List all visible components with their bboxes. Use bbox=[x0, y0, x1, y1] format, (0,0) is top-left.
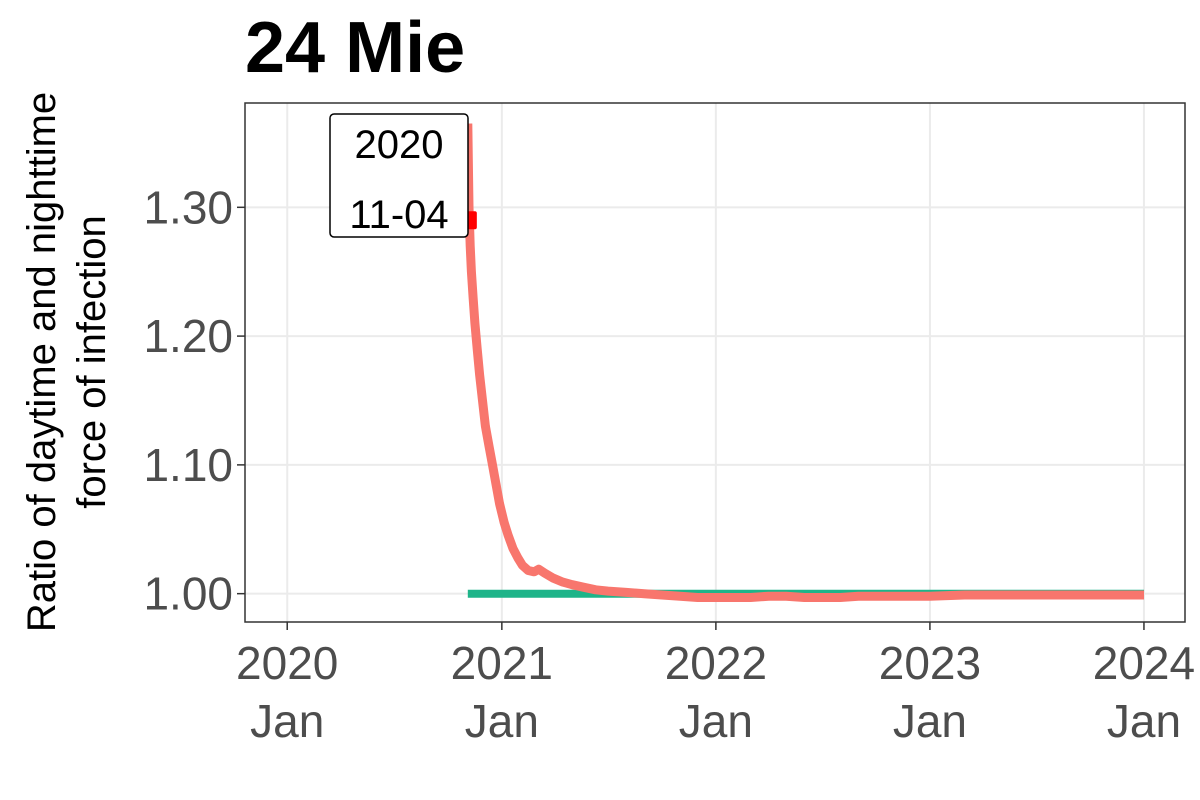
x-tick-label-month: Jan bbox=[1107, 695, 1181, 747]
y-axis: 1.00 1.10 1.20 1.30 bbox=[143, 181, 245, 620]
series-line-ratio bbox=[463, 123, 1144, 602]
plot-panel-border bbox=[244, 102, 1186, 623]
x-tick-label-year: 2022 bbox=[665, 637, 767, 689]
x-axis: 2020 Jan 2021 Jan 2022 Jan 2023 Jan 2024 Jan bbox=[236, 622, 1195, 747]
date-annotation: 2020 11-04 bbox=[329, 113, 469, 238]
x-tick-label-year: 2021 bbox=[451, 637, 553, 689]
y-axis-title-line-1: Ratio of daytime and nighttime bbox=[20, 92, 64, 632]
x-tick-label-year: 2023 bbox=[879, 637, 981, 689]
x-tick-label-month: Jan bbox=[250, 695, 324, 747]
x-tick-label-month: Jan bbox=[465, 695, 539, 747]
x-tick-label-month: Jan bbox=[893, 695, 967, 747]
y-tick-label: 1.20 bbox=[143, 310, 233, 362]
y-tick-label: 1.00 bbox=[143, 568, 233, 620]
y-axis-title: Ratio of daytime and nighttime force of … bbox=[20, 92, 114, 632]
annotation-box bbox=[329, 113, 469, 238]
annotation-date: 11-04 bbox=[349, 193, 448, 237]
y-axis-title-line-2: force of infection bbox=[70, 215, 114, 509]
chart-title: 24 Mie bbox=[245, 8, 465, 88]
x-tick-label-year: 2024 bbox=[1093, 637, 1195, 689]
y-tick-label: 1.30 bbox=[143, 181, 233, 233]
x-tick-label-year: 2020 bbox=[236, 637, 338, 689]
annotation-year: 2020 bbox=[355, 123, 444, 167]
x-tick-label-month: Jan bbox=[679, 695, 753, 747]
y-tick-label: 1.10 bbox=[143, 439, 233, 491]
series-layer bbox=[463, 123, 1144, 602]
